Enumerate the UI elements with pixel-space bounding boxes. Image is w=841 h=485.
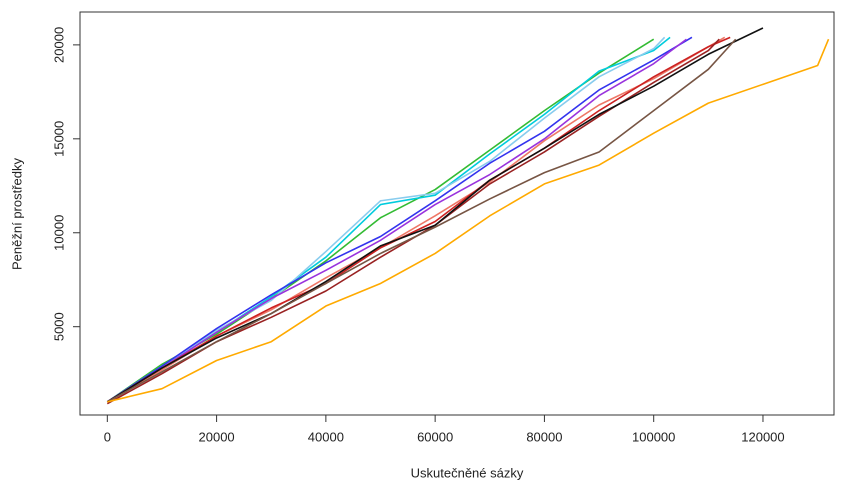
x-tick-label: 40000: [308, 429, 344, 444]
x-tick-label: 80000: [526, 429, 562, 444]
x-axis-label: Uskutečněné sázky: [411, 465, 524, 480]
series-line: [106, 36, 666, 403]
series-line: [107, 38, 830, 403]
y-axis-label: Peněžní prostředky: [9, 158, 24, 271]
y-tick-label: 5000: [51, 312, 66, 341]
x-tick-label: 100000: [632, 429, 675, 444]
series-line: [106, 38, 737, 403]
x-tick-label: 0: [104, 429, 111, 444]
y-tick-label: 10000: [51, 215, 66, 251]
series-line: [106, 36, 693, 403]
x-tick-label: 60000: [417, 429, 453, 444]
y-tick-label: 20000: [51, 27, 66, 63]
x-tick-label: 20000: [199, 429, 235, 444]
x-tick-label: 120000: [741, 429, 784, 444]
plot-frame: [79, 11, 835, 416]
y-tick-label: 15000: [51, 121, 66, 157]
series-line: [106, 38, 687, 403]
series-line: [106, 36, 731, 403]
series-line: [106, 27, 764, 403]
